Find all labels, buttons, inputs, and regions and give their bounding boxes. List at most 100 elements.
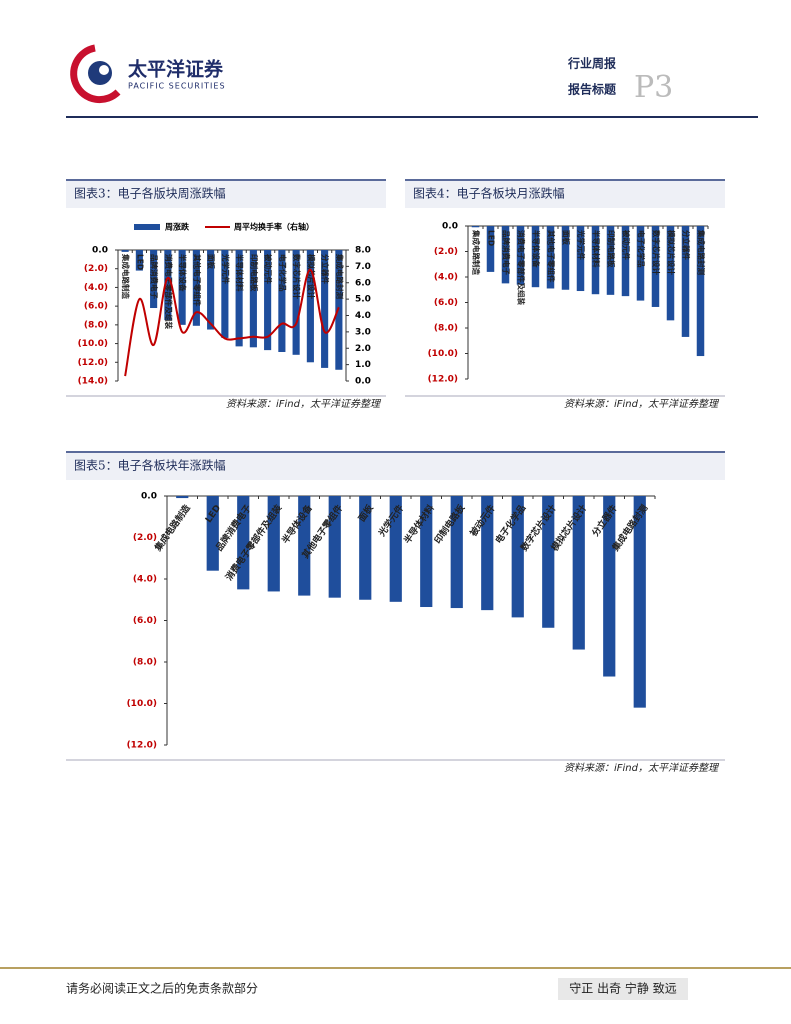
y-tick-label: (10.0) — [127, 699, 157, 709]
y-tick-label: (12.0) — [78, 358, 108, 368]
x-tick-label: 被动元件 — [622, 230, 632, 260]
chart-title: 图表3：电子各版块周涨跌幅 — [74, 186, 226, 201]
y-tick-label: (10.0) — [428, 349, 458, 359]
bar — [121, 250, 129, 252]
x-tick-label: 模拟芯片设计 — [306, 254, 316, 299]
source: 资料来源：iFind，太平洋证券整理 — [226, 398, 382, 410]
bar — [249, 250, 257, 348]
bar — [267, 496, 280, 592]
title-bar — [66, 452, 725, 480]
bar — [321, 250, 329, 368]
bar — [150, 250, 158, 309]
y-tick-label: (4.0) — [434, 273, 458, 283]
bar — [696, 226, 705, 357]
x-tick-label: 模拟芯片设计 — [667, 230, 677, 275]
x-tick-label: 集成电路制造 — [472, 229, 482, 275]
y-tick-label: (8.0) — [133, 658, 157, 668]
x-tick-label: 消费电子零部件及组装 — [164, 254, 174, 329]
bar — [651, 226, 660, 307]
motto: 守正 出奇 宁静 致远 — [569, 981, 676, 996]
bar — [278, 250, 286, 352]
bar — [542, 496, 555, 628]
bar — [481, 496, 494, 611]
x-tick-label: 分立器件 — [682, 230, 692, 260]
y-tick-label: (2.0) — [434, 247, 458, 257]
x-tick-label: 半导体材料 — [592, 230, 602, 268]
bar — [450, 496, 463, 609]
x-tick-label: 品牌消费电子 — [502, 230, 512, 275]
y-tick-label: (2.0) — [133, 533, 157, 543]
x-tick-label: 被动元件 — [264, 254, 274, 284]
bar — [666, 226, 675, 321]
bar — [206, 496, 219, 571]
bar — [621, 226, 630, 297]
bar — [328, 496, 341, 598]
bar — [636, 226, 645, 301]
y-tick-label: (10.0) — [78, 339, 108, 349]
x-tick-label: 光学元件 — [577, 229, 587, 260]
bar — [576, 226, 585, 292]
chart-title: 图表4：电子各板块月涨跌幅 — [413, 186, 565, 201]
bar — [389, 496, 402, 602]
y2-tick-label: 7.0 — [355, 262, 371, 272]
y-tick-label: 0.0 — [442, 222, 458, 232]
bar — [192, 250, 200, 326]
page-number: P3 — [634, 70, 673, 105]
x-tick-label: 电子化学品 — [637, 230, 647, 268]
x-tick-label: 半导体设备 — [532, 230, 542, 268]
x-tick-label: 数字芯片设计 — [292, 254, 302, 299]
bar — [591, 226, 600, 295]
x-tick-label: 印制电路板 — [607, 230, 617, 268]
y2-tick-label: 2.0 — [355, 344, 371, 354]
x-tick-label: 半导体设备 — [178, 254, 188, 292]
chart-title: 图表5：电子各板块年涨跌幅 — [74, 458, 226, 473]
x-tick-label: 印制电路板 — [249, 254, 259, 292]
report-title: 报告标题 — [568, 82, 617, 97]
x-tick-label: 品牌消费电子 — [150, 254, 160, 299]
bar — [176, 496, 189, 499]
x-tick-label: 面板 — [207, 254, 217, 269]
x-tick-label: 集成电路封测 — [697, 229, 707, 275]
y-tick-label: 0.0 — [92, 246, 108, 256]
x-tick-label: 其他电子零组件 — [192, 254, 202, 307]
bar — [292, 250, 300, 355]
bar — [603, 496, 616, 677]
bar — [221, 250, 229, 338]
bar — [511, 496, 524, 618]
bar — [681, 226, 690, 337]
y-tick-label: (4.0) — [84, 283, 108, 293]
bar — [471, 226, 480, 228]
x-tick-label: 光学元件 — [221, 253, 231, 284]
y2-tick-label: 1.0 — [355, 360, 371, 370]
y-tick-label: (6.0) — [84, 302, 108, 312]
bar — [335, 250, 343, 370]
bar — [531, 226, 540, 288]
x-tick-label: 集成电路封测 — [335, 253, 345, 299]
y-tick-label: (14.0) — [78, 377, 108, 387]
bar — [359, 496, 372, 600]
legend-label: 周平均换手率（右轴） — [234, 222, 314, 232]
y-tick-label: (6.0) — [434, 298, 458, 308]
bar — [572, 496, 585, 650]
company-en: PACIFIC SECURITIES — [128, 82, 226, 91]
legend-swatch — [134, 224, 160, 230]
bar — [207, 250, 215, 330]
y-tick-label: (12.0) — [428, 375, 458, 385]
bar — [516, 226, 525, 285]
x-tick-label: 半导体材料 — [235, 254, 245, 292]
y-tick-label: (4.0) — [133, 575, 157, 585]
company: 太平洋证券 — [128, 58, 224, 81]
bar — [235, 250, 243, 347]
title-bar — [405, 180, 725, 208]
bar — [298, 496, 311, 596]
y-tick-label: 0.0 — [141, 492, 157, 502]
x-tick-label: 分立器件 — [321, 254, 331, 284]
x-tick-label: 面板 — [356, 501, 377, 523]
y-tick-label: (2.0) — [84, 264, 108, 274]
y-tick-label: (8.0) — [84, 320, 108, 330]
y2-tick-label: 3.0 — [355, 327, 371, 337]
y-tick-label: (6.0) — [133, 616, 157, 626]
bar — [264, 250, 272, 351]
y2-tick-label: 5.0 — [355, 295, 371, 305]
bar — [164, 250, 172, 321]
